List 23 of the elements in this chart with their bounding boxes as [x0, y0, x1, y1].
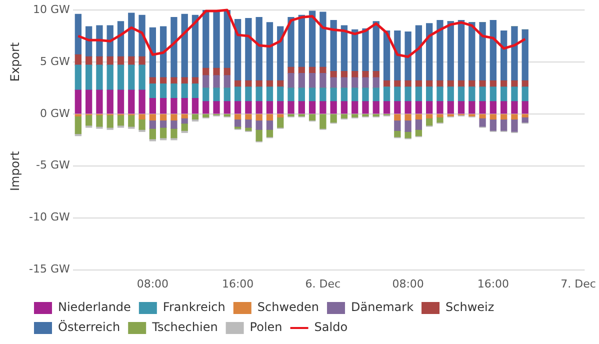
x-tick-label: 6. Dec — [305, 277, 341, 290]
y-tick-label: -15 GW — [28, 262, 70, 276]
y-tick-label: 10 GW — [32, 2, 70, 16]
legend-label: Tschechien — [151, 320, 218, 334]
x-tick-label: 08:00 — [392, 277, 424, 290]
y-tick-label: -5 GW — [36, 158, 70, 172]
text: Export — [8, 42, 22, 82]
legend-label: Schweden — [257, 300, 320, 314]
legend-label: Niederlande — [58, 300, 131, 314]
legend-label: Österreich — [58, 320, 120, 334]
y-tick-label: 5 GW — [40, 54, 70, 68]
legend-label: Dänemark — [351, 300, 414, 314]
x-tick-label: 08:00 — [136, 277, 169, 290]
legend-label: Saldo — [314, 320, 348, 334]
legend-label: Frankreich — [162, 300, 226, 314]
legend-label: Schweiz — [446, 300, 494, 314]
x-tick-label: 7. Dec — [560, 277, 596, 290]
x-tick-label: 16:00 — [477, 277, 510, 290]
x-tick-label: 16:00 — [222, 277, 254, 290]
y-tick-label: -10 GW — [28, 210, 70, 224]
y-tick-label: 0 GW — [40, 106, 70, 120]
text: Import — [8, 150, 22, 191]
legend-label: Polen — [250, 320, 282, 334]
